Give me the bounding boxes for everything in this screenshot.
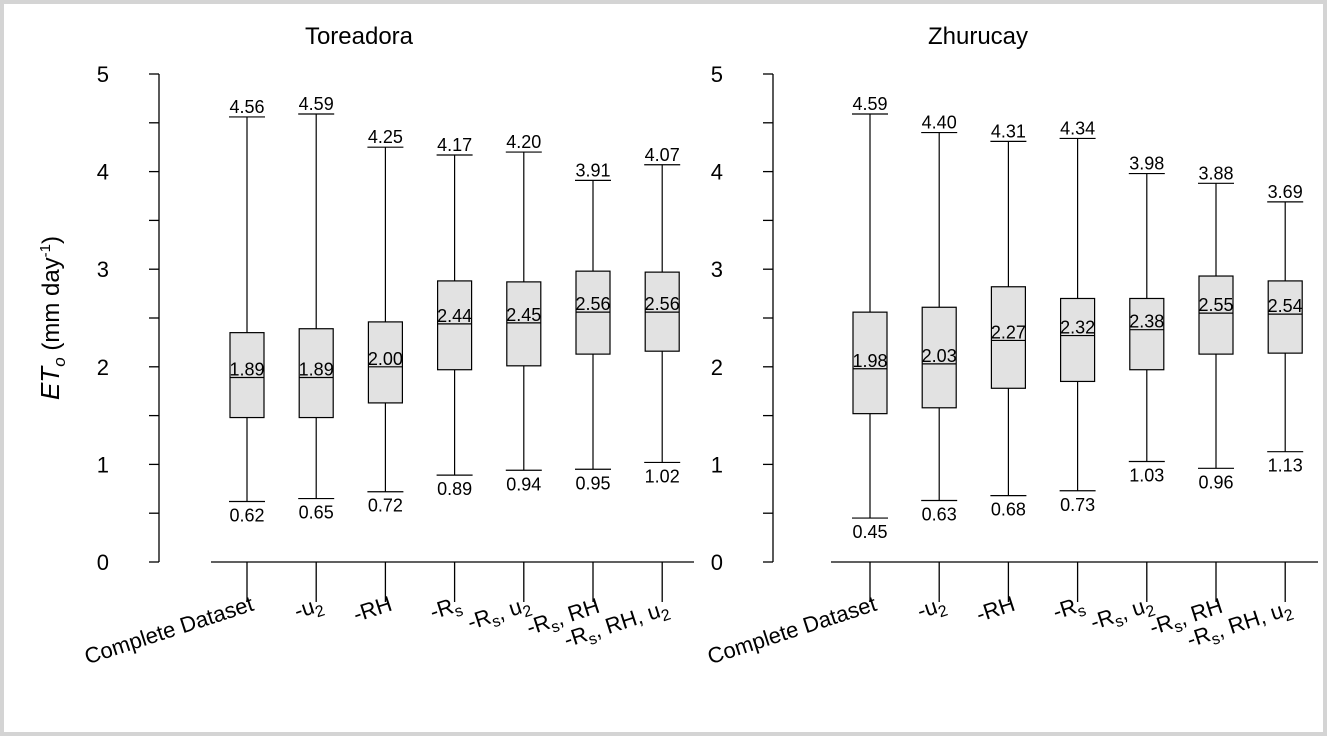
panel-zhurucay: Zhurucay0123454.591.980.454.402.030.634.… [704, 23, 1318, 669]
max-label: 3.91 [575, 160, 610, 180]
min-label: 0.72 [368, 496, 403, 516]
box-7: 3.69 2.54 1.13 [1267, 182, 1304, 602]
category-label: -u2 [291, 591, 327, 627]
panel-toreadora: Toreadora0123454.561.890.624.591.890.654… [81, 23, 694, 669]
box-1: 4.59 1.98 0.45 [852, 94, 888, 602]
max-label: 4.07 [645, 145, 680, 165]
y-tick-label: 4 [97, 160, 109, 185]
max-label: 4.59 [852, 94, 887, 114]
iqr-box [229, 332, 265, 419]
panel-title: Zhurucay [928, 23, 1028, 50]
median-label: 2.38 [1129, 312, 1164, 332]
max-label: 4.34 [1060, 118, 1095, 138]
median-label: 1.98 [852, 351, 887, 371]
iqr-box [1198, 275, 1234, 355]
median-label: 2.56 [645, 294, 680, 314]
y-tick-label: 1 [711, 452, 723, 477]
box-4: 4.17 2.44 0.89 [436, 135, 473, 602]
category-label: -Rs [427, 591, 466, 628]
box-1: 4.56 1.89 0.62 [229, 97, 265, 602]
max-label: 4.17 [437, 135, 472, 155]
y-tick-label: 0 [711, 550, 723, 575]
min-label: 1.02 [645, 466, 680, 486]
min-label: 0.95 [575, 473, 610, 493]
max-label: 4.31 [991, 121, 1026, 141]
min-label: 0.45 [852, 522, 887, 542]
y-tick-label: 2 [97, 355, 109, 380]
y-axis-label: ETo (mm day-1) [35, 236, 69, 400]
box-7: 4.07 2.56 1.02 [644, 145, 681, 602]
y-tick-label: 3 [711, 257, 723, 282]
box-2: 4.59 1.89 0.65 [298, 94, 335, 602]
y-tick-label: 5 [97, 62, 109, 87]
category-label: Complete Dataset [81, 591, 256, 669]
iqr-box [1129, 297, 1165, 371]
median-label: 1.89 [299, 360, 334, 380]
min-label: 0.68 [991, 500, 1026, 520]
median-label: 2.27 [991, 322, 1026, 342]
max-label: 3.88 [1198, 163, 1233, 183]
boxplot-chart: ETo (mm day-1) Toreadora 0 1 2 3 4 5 4.56 1.89 0.6… [35, 23, 1318, 669]
category-label: -RH [973, 591, 1018, 627]
box-3: 4.31 2.27 0.68 [990, 121, 1027, 602]
y-tick-label: 5 [711, 62, 723, 87]
median-label: 2.03 [922, 346, 957, 366]
iqr-box [506, 281, 542, 367]
box-2: 4.40 2.03 0.63 [921, 113, 958, 602]
median-label: 2.44 [437, 306, 472, 326]
box-4: 4.34 2.32 0.73 [1059, 118, 1096, 602]
box-6: 3.88 2.55 0.96 [1198, 163, 1234, 602]
panel-title: Toreadora [305, 23, 414, 50]
max-label: 4.40 [922, 113, 957, 133]
y-tick-label: 3 [97, 257, 109, 282]
category-label: -Rs [1050, 591, 1089, 628]
median-label: 2.55 [1198, 295, 1233, 315]
y-tick-label: 2 [711, 355, 723, 380]
y-tick-label: 0 [97, 550, 109, 575]
iqr-box [437, 280, 473, 371]
box-5: 3.98 2.38 1.03 [1128, 154, 1165, 602]
min-label: 0.62 [229, 505, 264, 525]
min-label: 1.13 [1268, 456, 1303, 476]
min-label: 0.96 [1198, 472, 1233, 492]
median-label: 2.32 [1060, 318, 1095, 338]
min-label: 0.73 [1060, 495, 1095, 515]
min-label: 0.94 [506, 474, 541, 494]
iqr-box [990, 286, 1027, 389]
max-label: 4.59 [299, 94, 334, 114]
box-3: 4.25 2.00 0.72 [367, 127, 404, 602]
median-label: 2.45 [506, 305, 541, 325]
max-label: 3.69 [1268, 182, 1303, 202]
max-label: 4.56 [229, 97, 264, 117]
iqr-box [1059, 297, 1096, 383]
min-label: 1.03 [1129, 465, 1164, 485]
category-label: Complete Dataset [704, 591, 879, 669]
box-5: 4.20 2.45 0.94 [505, 132, 542, 602]
median-label: 1.89 [229, 360, 264, 380]
category-label: -RH [350, 591, 395, 627]
median-label: 2.54 [1268, 296, 1303, 316]
max-label: 4.20 [506, 132, 541, 152]
min-label: 0.65 [299, 503, 334, 523]
iqr-box [921, 306, 957, 409]
iqr-box [1267, 280, 1303, 354]
min-label: 0.89 [437, 479, 472, 499]
max-label: 3.98 [1129, 154, 1164, 174]
median-label: 2.56 [575, 294, 610, 314]
iqr-box [367, 321, 403, 404]
min-label: 0.63 [922, 505, 957, 525]
iqr-box [298, 328, 334, 419]
y-tick-label: 1 [97, 452, 109, 477]
box-6: 3.91 2.56 0.95 [575, 160, 611, 602]
y-tick-label: 4 [711, 160, 723, 185]
median-label: 2.00 [368, 349, 403, 369]
iqr-box [852, 311, 888, 415]
max-label: 4.25 [368, 127, 403, 147]
category-label: -u2 [914, 591, 950, 627]
